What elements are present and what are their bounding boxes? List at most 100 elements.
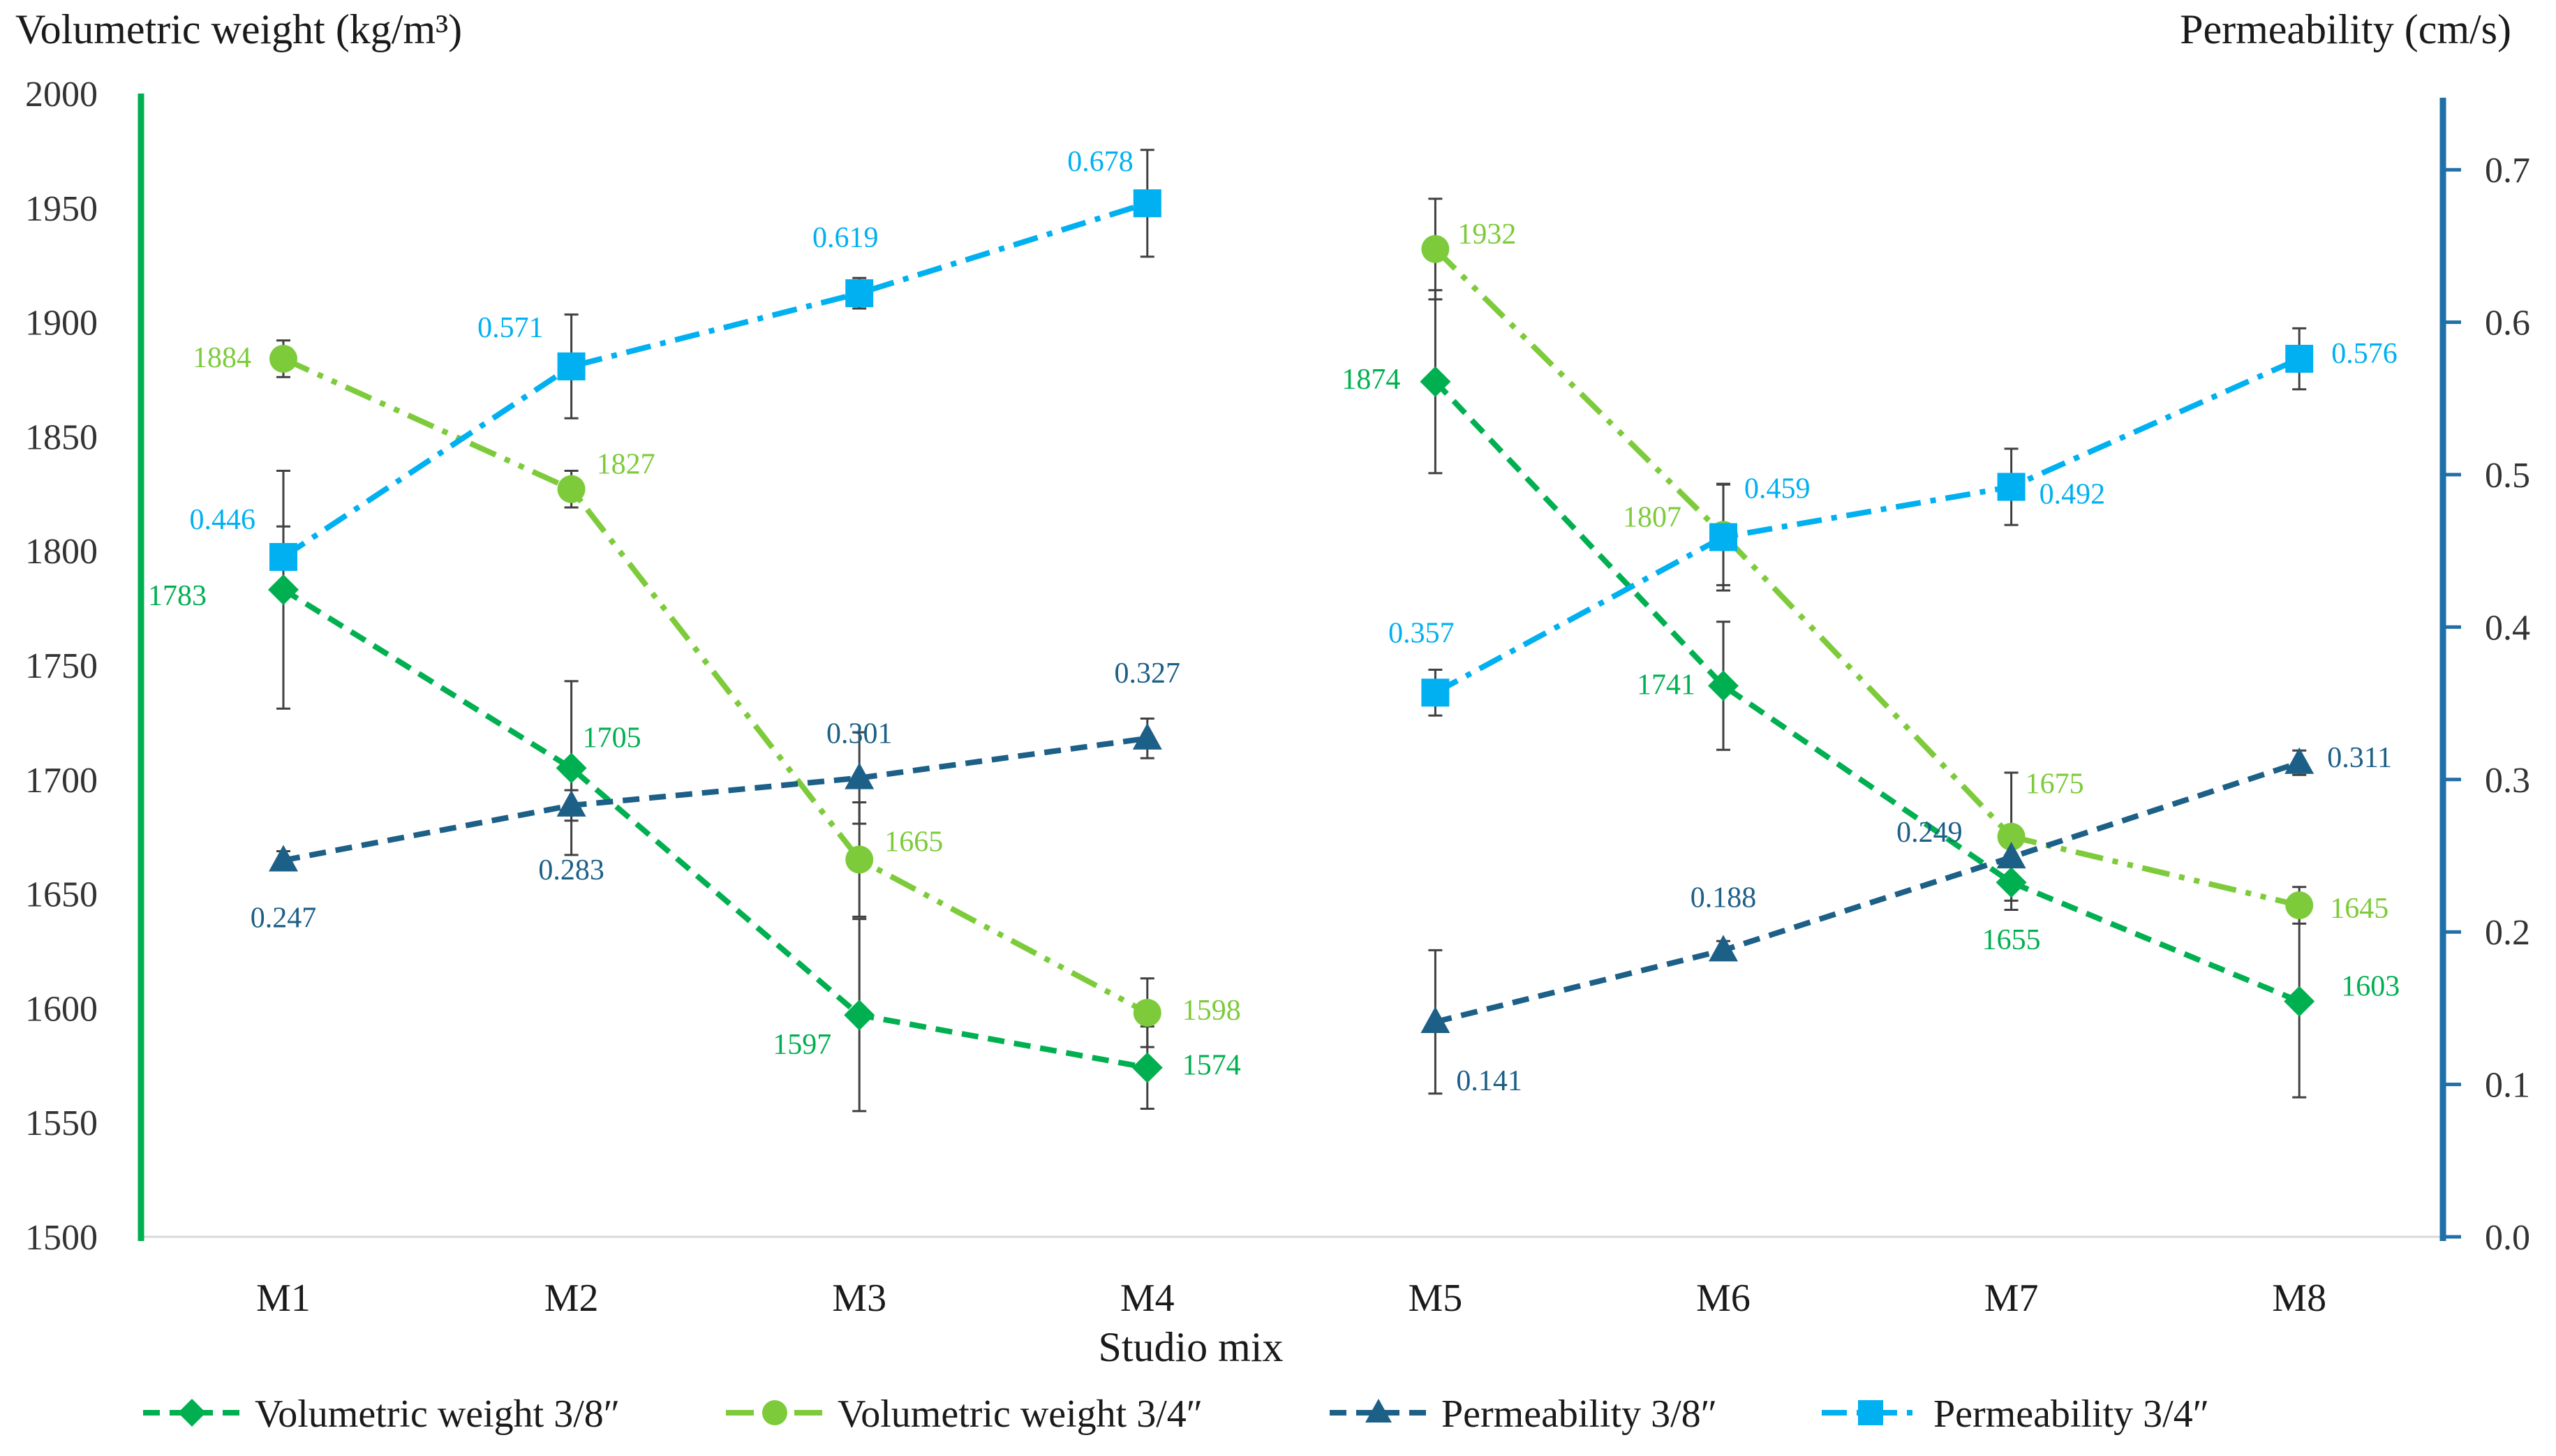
series-1-point — [2285, 891, 2314, 919]
right-tick-label: 0.5 — [2485, 456, 2530, 496]
data-label: 0.357 — [1388, 617, 1455, 649]
data-label: 0.576 — [2331, 338, 2398, 370]
series-markers — [268, 189, 2315, 1083]
data-label: 1827 — [597, 449, 655, 481]
left-axis-title: Volumetric weight (kg/m³) — [15, 6, 462, 52]
series-2-point — [845, 762, 875, 789]
series-2-point — [2284, 747, 2314, 774]
series-2-point — [269, 845, 298, 872]
legend-label: Volumetric weight 3/4″ — [838, 1392, 1203, 1436]
data-label: 0.459 — [1744, 473, 1811, 505]
data-label: 1807 — [1623, 501, 1681, 533]
series-2-point — [1996, 842, 2026, 869]
series-0-point — [1420, 366, 1451, 397]
legend-marker — [1858, 1400, 1883, 1425]
left-tick-label: 1900 — [25, 304, 98, 343]
data-label: 0.571 — [477, 312, 544, 344]
left-tick-label: 1950 — [25, 189, 98, 229]
legend-marker — [1365, 1399, 1392, 1422]
right-tick-label: 0.1 — [2485, 1066, 2530, 1106]
x-category-label: M6 — [1696, 1277, 1751, 1320]
series-2-point — [1420, 1006, 1450, 1034]
right-tick-label: 0.7 — [2485, 151, 2530, 191]
left-tick-label: 2000 — [25, 75, 98, 114]
series-1-point — [845, 845, 874, 874]
legend-marker — [178, 1399, 206, 1427]
series-3-point — [1133, 189, 1161, 218]
series-3-point — [1997, 473, 2026, 501]
series-3-point — [1709, 523, 1737, 551]
left-tick-label: 1700 — [25, 761, 98, 801]
data-label: 1741 — [1637, 669, 1695, 701]
axis-titles: Volumetric weight (kg/m³) Permeability (… — [15, 6, 2511, 1370]
x-category-label: M3 — [832, 1277, 886, 1320]
data-label: 0.188 — [1691, 882, 1757, 914]
series-1-point — [1133, 998, 1161, 1027]
series-1-point — [269, 345, 297, 373]
data-label: 1874 — [1342, 364, 1400, 396]
data-label: 1705 — [583, 722, 641, 754]
series-3-point — [2285, 345, 2314, 373]
error-bars — [276, 149, 2307, 1113]
x-category-label: M1 — [256, 1277, 311, 1320]
x-category-label: M5 — [1409, 1277, 1463, 1320]
right-tick-label: 0.6 — [2485, 304, 2530, 343]
data-label: 1603 — [2341, 971, 2400, 1003]
x-axis: M1 M2 M3 M4 M5 M6 M7 M8 — [256, 1277, 2326, 1320]
data-label: 1884 — [193, 342, 251, 374]
series-line — [1433, 246, 2301, 908]
data-label: 0.678 — [1067, 146, 1134, 178]
series-line — [281, 587, 1148, 1071]
data-label: 1675 — [2026, 768, 2084, 801]
data-label: 0.247 — [251, 902, 317, 935]
data-label: 1932 — [1457, 218, 1516, 251]
series-3-point — [269, 542, 297, 571]
left-tick-label: 1500 — [25, 1218, 98, 1258]
series-line — [281, 200, 1148, 560]
series-line — [283, 735, 1148, 863]
data-label: 0.311 — [2327, 742, 2392, 774]
left-tick-label: 1550 — [25, 1104, 98, 1143]
data-label: 1665 — [884, 826, 943, 858]
left-tick-label: 1600 — [25, 989, 98, 1029]
series-1-point — [1997, 822, 2026, 851]
data-labels: 1783 1705 1597 1574 1874 1741 1655 1603 1884 1827… — [148, 146, 2400, 1097]
data-label: 1783 — [148, 580, 207, 612]
right-y-axis: 0.0 0.1 0.2 0.3 0.4 0.5 0.6 0.7 — [2439, 98, 2530, 1258]
left-tick-label: 1850 — [25, 417, 98, 457]
legend-label: Permeability 3/8″ — [1441, 1392, 1717, 1436]
series-2-point — [1709, 935, 1738, 962]
data-label: 1574 — [1182, 1050, 1241, 1082]
series-line — [282, 356, 1149, 1016]
data-label: 0.249 — [1896, 817, 1963, 849]
data-label: 1598 — [1182, 995, 1241, 1027]
series-0-point — [844, 1000, 875, 1031]
series-line — [1433, 380, 2301, 1004]
series-1-point — [557, 475, 586, 503]
right-tick-label: 0.0 — [2485, 1218, 2530, 1258]
series-line — [1434, 356, 2301, 695]
series-lines — [281, 200, 2301, 1071]
series-line — [1434, 759, 2301, 1025]
data-label: 0.619 — [812, 222, 879, 254]
series-3-point — [557, 352, 586, 380]
series-0-point — [556, 752, 587, 784]
legend-label: Permeability 3/4″ — [1933, 1392, 2209, 1436]
x-axis-title: Studio mix — [1098, 1324, 1283, 1370]
x-category-label: M7 — [1984, 1277, 2039, 1320]
series-3-point — [845, 279, 874, 308]
series-2-point — [1132, 722, 1162, 750]
series-3-point — [1421, 678, 1450, 707]
data-label: 0.283 — [538, 854, 604, 886]
series-0-point — [1996, 867, 2027, 898]
data-label: 1645 — [2330, 893, 2388, 925]
series-0-point — [268, 574, 299, 605]
right-axis-title: Permeability (cm/s) — [2180, 6, 2511, 52]
left-tick-label: 1800 — [25, 532, 98, 572]
x-category-label: M2 — [544, 1277, 599, 1320]
series-2-point — [556, 789, 586, 817]
left-tick-label: 1650 — [25, 875, 98, 915]
legend-label: Volumetric weight 3/8″ — [255, 1392, 620, 1436]
series-0-point — [2284, 986, 2315, 1017]
